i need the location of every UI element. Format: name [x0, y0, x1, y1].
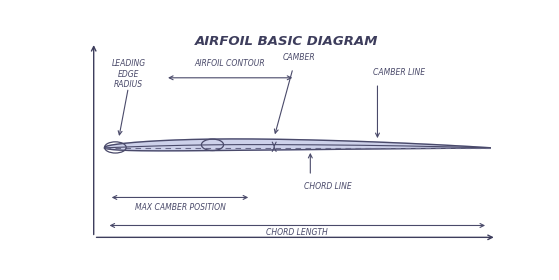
- Text: CHORD LINE: CHORD LINE: [304, 182, 352, 191]
- Text: LEADING
EDGE
RADIUS: LEADING EDGE RADIUS: [111, 59, 145, 89]
- Text: CAMBER: CAMBER: [283, 53, 316, 62]
- Text: AIRFOIL BASIC DIAGRAM: AIRFOIL BASIC DIAGRAM: [195, 35, 378, 48]
- Polygon shape: [105, 139, 490, 151]
- Text: MAX CAMBER POSITION: MAX CAMBER POSITION: [135, 203, 225, 212]
- Text: AIRFOIL CONTOUR: AIRFOIL CONTOUR: [195, 59, 266, 68]
- Text: CHORD LENGTH: CHORD LENGTH: [267, 228, 328, 237]
- Text: CAMBER LINE: CAMBER LINE: [373, 68, 425, 77]
